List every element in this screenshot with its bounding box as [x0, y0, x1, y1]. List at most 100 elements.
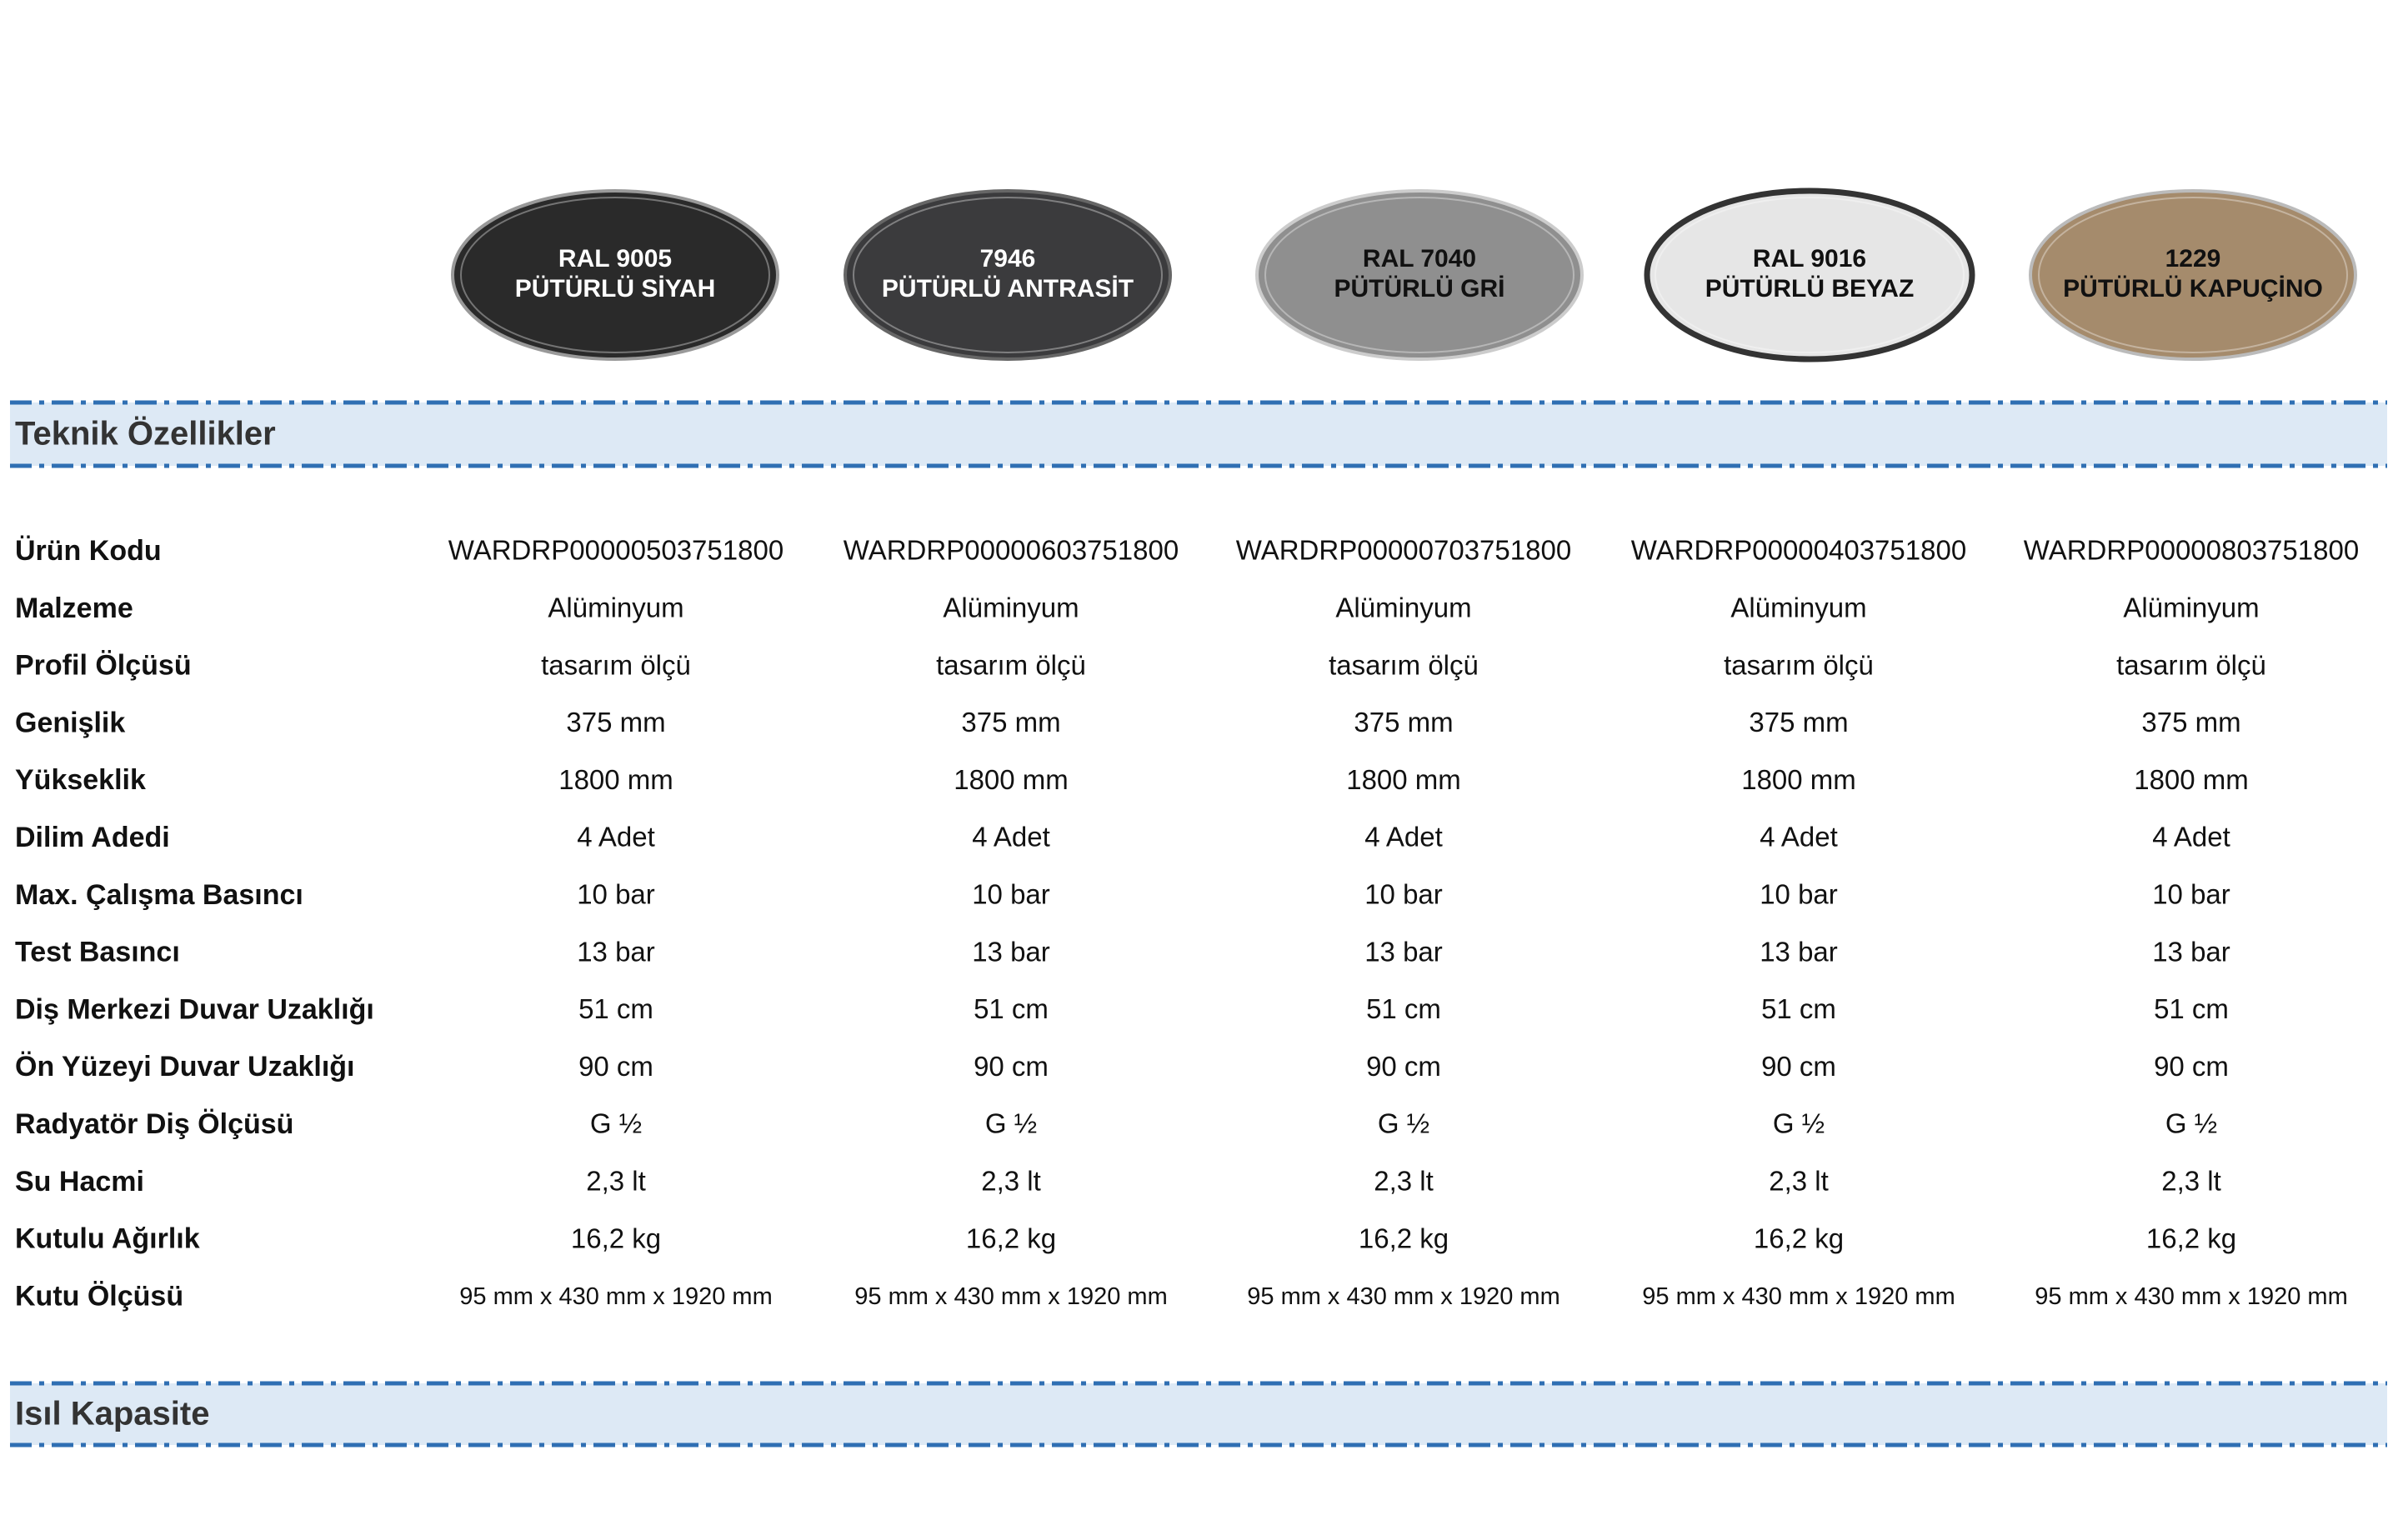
- swatch: [2029, 189, 2357, 361]
- cell: 2,3 lt: [1374, 1166, 1434, 1197]
- swatch: [451, 189, 779, 361]
- cell: 1800 mm: [558, 764, 673, 795]
- cell: 4 Adet: [577, 822, 655, 852]
- cell: 1800 mm: [1346, 764, 1461, 795]
- cell: 4 Adet: [972, 822, 1050, 852]
- cell: Alüminyum: [548, 592, 683, 623]
- cell: 13 bar: [577, 936, 655, 967]
- cell: WARDRP00000803751800: [2024, 535, 2359, 566]
- row-label: Profil Ölçüsü: [15, 650, 192, 682]
- cell: Alüminyum: [2123, 592, 2259, 623]
- swatch-name: PÜTÜRLÜ GRİ: [1334, 275, 1505, 302]
- swatch-name: PÜTÜRLÜ SİYAH: [515, 275, 716, 302]
- row-label: Kutu Ölçüsü: [15, 1280, 183, 1312]
- cell: 4 Adet: [2152, 822, 2230, 852]
- cell: 51 cm: [2154, 993, 2229, 1024]
- section-title: Teknik Özellikler: [15, 415, 276, 452]
- cell: G ½: [1378, 1108, 1429, 1139]
- cell: 90 cm: [578, 1051, 653, 1082]
- cell: 16,2 kg: [2146, 1222, 2236, 1253]
- cell: 2,3 lt: [981, 1166, 1041, 1197]
- cell: 95 mm x 430 mm x 1920 mm: [854, 1283, 1168, 1310]
- cell: tasarım ölçü: [936, 649, 1086, 680]
- swatch-code: RAL 7040: [1363, 245, 1476, 272]
- cell: 95 mm x 430 mm x 1920 mm: [1247, 1283, 1560, 1310]
- cell: 16,2 kg: [1359, 1222, 1449, 1253]
- cell: 90 cm: [1761, 1051, 1836, 1082]
- swatch-name: PÜTÜRLÜ ANTRASİT: [882, 275, 1134, 302]
- cell: 10 bar: [972, 879, 1050, 910]
- cell: WARDRP00000403751800: [1631, 535, 1966, 566]
- cell: WARDRP00000503751800: [448, 535, 783, 566]
- row-label: Radyatör Diş Ölçüsü: [15, 1108, 293, 1140]
- cell: tasarım ölçü: [1329, 649, 1479, 680]
- cell: 51 cm: [974, 993, 1049, 1024]
- swatch-code: 1229: [2165, 245, 2221, 272]
- swatch: [844, 189, 1172, 361]
- cell: 4 Adet: [1364, 822, 1443, 852]
- cell: 375 mm: [566, 707, 665, 738]
- cell: WARDRP00000603751800: [844, 535, 1179, 566]
- row-label: Malzeme: [15, 592, 133, 624]
- cell: 2,3 lt: [1769, 1166, 1829, 1197]
- cell: G ½: [2165, 1108, 2217, 1139]
- cell: tasarım ölçü: [1724, 649, 1874, 680]
- row-label: Genişlik: [15, 707, 125, 738]
- cell: 16,2 kg: [966, 1222, 1056, 1253]
- cell: 51 cm: [1761, 993, 1836, 1024]
- row-label: Ön Yüzeyi Duvar Uzaklığı: [15, 1051, 355, 1082]
- row-label: Ürün Kodu: [15, 535, 162, 567]
- cell: 10 bar: [577, 879, 655, 910]
- cell: Alüminyum: [943, 592, 1079, 623]
- cell: 1800 mm: [2134, 764, 2249, 795]
- cell: 16,2 kg: [1754, 1222, 1844, 1253]
- cell: 95 mm x 430 mm x 1920 mm: [1642, 1283, 1955, 1310]
- cell: 10 bar: [1760, 879, 1838, 910]
- row-label: Test Basıncı: [15, 937, 180, 968]
- cell: WARDRP00000703751800: [1236, 535, 1571, 566]
- cell: Alüminyum: [1335, 592, 1471, 623]
- cell: 13 bar: [2152, 936, 2230, 967]
- cell: tasarım ölçü: [541, 649, 691, 680]
- cell: Alüminyum: [1730, 592, 1866, 623]
- cell: 13 bar: [1760, 936, 1838, 967]
- cell: 375 mm: [1749, 707, 1848, 738]
- swatch-ring: [853, 197, 1163, 353]
- row-label: Kutulu Ağırlık: [15, 1223, 200, 1255]
- swatch: [1255, 189, 1584, 361]
- cell: 375 mm: [961, 707, 1060, 738]
- cell: 375 mm: [1354, 707, 1453, 738]
- swatch-code: 7946: [980, 245, 1036, 272]
- cell: 1800 mm: [954, 764, 1069, 795]
- swatch-ring: [1655, 197, 1965, 353]
- swatch-ring: [1264, 197, 1574, 353]
- cell: 16,2 kg: [571, 1222, 661, 1253]
- section-band: [10, 1383, 2387, 1445]
- cell: 2,3 lt: [586, 1166, 646, 1197]
- swatch-name: PÜTÜRLÜ BEYAZ: [1705, 275, 1915, 302]
- cell: 10 bar: [1364, 879, 1443, 910]
- swatch-code: RAL 9005: [558, 245, 672, 272]
- cell: 4 Adet: [1760, 822, 1838, 852]
- cell: 51 cm: [578, 993, 653, 1024]
- row-label: Yükseklik: [15, 764, 146, 796]
- cell: 13 bar: [972, 936, 1050, 967]
- cell: 1800 mm: [1741, 764, 1856, 795]
- cell: G ½: [1773, 1108, 1825, 1139]
- cell: 13 bar: [1364, 936, 1443, 967]
- cell: 90 cm: [974, 1051, 1049, 1082]
- row-label: Diş Merkezi Duvar Uzaklığı: [15, 993, 374, 1025]
- cell: 51 cm: [1366, 993, 1441, 1024]
- cell: 375 mm: [2141, 707, 2240, 738]
- swatch: [1644, 188, 1975, 362]
- cell: 90 cm: [2154, 1051, 2229, 1082]
- cell: G ½: [590, 1108, 642, 1139]
- section-title: Isıl Kapasite: [15, 1396, 209, 1432]
- swatch-ring: [460, 197, 770, 353]
- cell: 10 bar: [2152, 879, 2230, 910]
- cell: 95 mm x 430 mm x 1920 mm: [2035, 1283, 2348, 1310]
- cell: 90 cm: [1366, 1051, 1441, 1082]
- swatch-code: RAL 9016: [1753, 245, 1866, 272]
- row-label: Max. Çalışma Basıncı: [15, 879, 303, 911]
